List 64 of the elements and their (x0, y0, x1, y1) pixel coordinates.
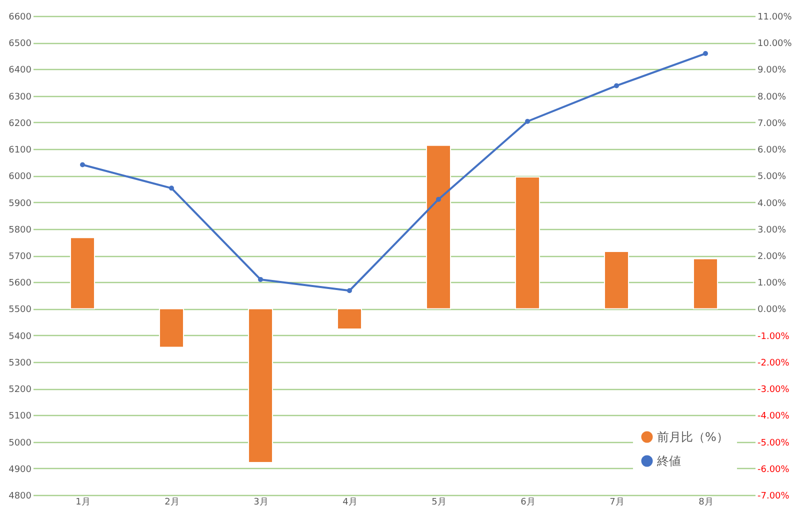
y-tick-label: 5900 (8, 198, 32, 209)
y2-tick-label: 10.00% (758, 39, 792, 50)
y2-tick-label: -6.00% (758, 464, 790, 475)
y2-tick-label: -1.00% (758, 332, 790, 342)
y-tick-label: 5300 (8, 358, 32, 368)
y-tick-label: 5800 (8, 225, 32, 236)
point (169, 186, 174, 191)
y-tick-label: 5700 (8, 252, 32, 262)
y-tick-label: 4800 (8, 492, 32, 502)
y-tick-label: 6100 (8, 146, 32, 156)
x-tick-label: 1月 (76, 498, 90, 508)
y2-tick-label: 2.00% (758, 252, 787, 262)
y-tick-label: 5200 (8, 385, 32, 396)
x-tick-label: 6月 (520, 498, 536, 508)
y2-tick-label: -7.00% (758, 492, 790, 502)
point (614, 83, 619, 88)
y2-tick-label: 7.00% (758, 118, 787, 129)
point (347, 288, 352, 294)
y-tick-label: 6400 (8, 66, 32, 76)
y-tick-label: 5600 (8, 278, 32, 289)
legend-label: 前月比（%） (657, 430, 728, 444)
bar (70, 237, 95, 310)
x-tick-label: 2月 (164, 498, 180, 508)
x-tick-label: 3月 (254, 498, 268, 508)
point (525, 118, 530, 124)
y2-tick-label: 9.00% (758, 66, 787, 76)
x-tick-label: 5月 (432, 498, 446, 508)
x-tick-label: 7月 (610, 498, 624, 508)
y2-tick-label: -3.00% (758, 385, 790, 396)
bar (515, 176, 540, 310)
y-tick-label: 5500 (8, 305, 32, 316)
x-tick-label: 8月 (698, 498, 714, 508)
bar (248, 308, 273, 464)
bar (693, 258, 718, 310)
y-tick-label: 6000 (8, 172, 32, 182)
y2-tick-label: -5.00% (758, 438, 790, 448)
y2-tick-label: 5.00% (758, 172, 787, 182)
y2-tick-label: 0.00% (758, 305, 787, 316)
bar (337, 308, 362, 330)
point (703, 51, 708, 56)
y-tick-label: 4900 (8, 464, 32, 475)
point (258, 276, 263, 282)
y-tick-label: 5100 (8, 412, 32, 422)
y-tick-label: 6300 (8, 92, 32, 102)
y2-tick-label: 11.00% (758, 12, 792, 22)
y-tick-label: 6600 (8, 12, 32, 22)
bar (159, 308, 184, 348)
point (436, 196, 441, 202)
y2-tick-label: 6.00% (758, 146, 787, 156)
y2-tick-label: 4.00% (758, 198, 787, 209)
y-tick-label: 6500 (8, 39, 32, 50)
y-tick-label: 5400 (8, 332, 32, 342)
legend-label: 終値 (656, 454, 681, 468)
point (80, 162, 85, 168)
y-tick-label: 5000 (8, 438, 32, 448)
y-tick-label: 6200 (8, 118, 32, 129)
bar (426, 144, 451, 310)
y2-tick-label: 1.00% (758, 278, 787, 289)
y2-tick-label: -4.00% (758, 412, 790, 422)
y2-tick-label: 3.00% (758, 225, 787, 236)
y2-tick-label: -2.00% (758, 358, 790, 368)
x-tick-label: 4月 (342, 498, 358, 508)
bar (604, 251, 629, 310)
y2-tick-label: 8.00% (758, 92, 787, 102)
